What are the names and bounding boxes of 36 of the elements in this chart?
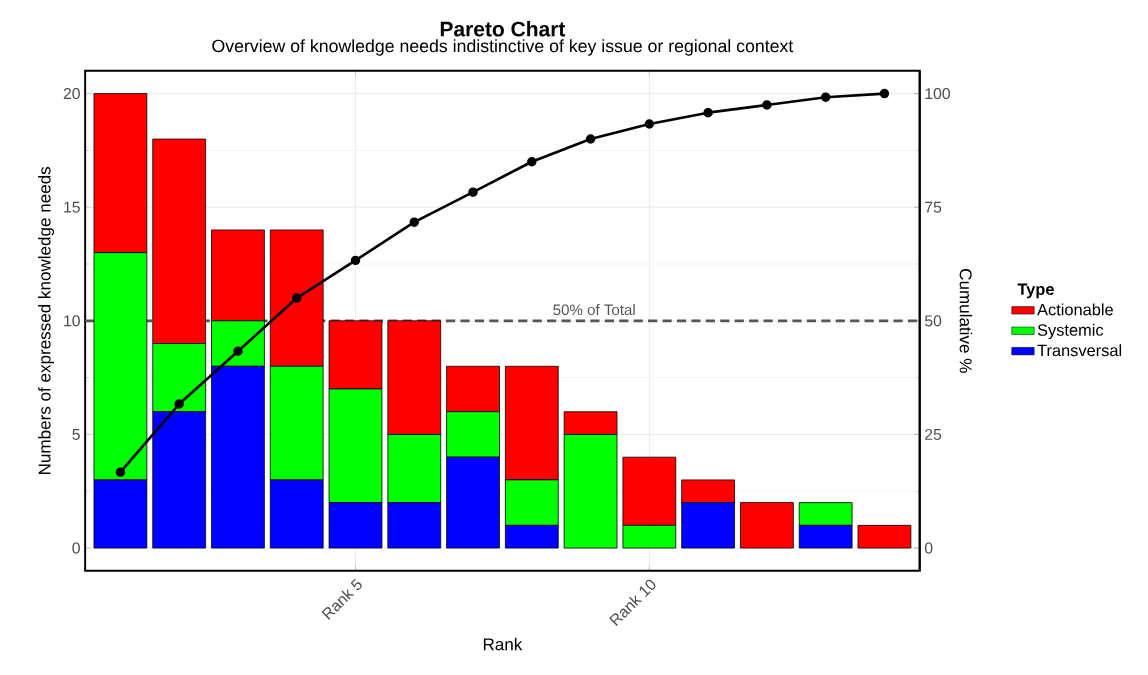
- point: [585, 134, 596, 144]
- point: [115, 467, 126, 477]
- point: [762, 100, 772, 110]
- bar: [740, 502, 794, 549]
- point: [174, 399, 184, 409]
- point: [879, 88, 890, 99]
- legend-label: Systemic: [1037, 323, 1104, 340]
- y-tick-label: 15: [64, 201, 80, 213]
- point: [644, 119, 655, 129]
- legend-label: Transversal: [1037, 344, 1122, 357]
- y-tick-label: 20: [63, 87, 80, 100]
- point: [350, 255, 361, 266]
- y2-axis-title: Cumulative %: [959, 269, 973, 373]
- point: [233, 346, 243, 356]
- ref-line-label: 50% of Total: [553, 304, 635, 316]
- y2-tick-label: 0: [924, 542, 933, 554]
- legend-label: Actionable: [1037, 303, 1113, 316]
- bar: [857, 524, 912, 549]
- chart-title: Pareto Chart: [440, 21, 566, 37]
- x-axis-title: Rank: [483, 637, 523, 651]
- y2-tick-label: 50: [924, 315, 942, 327]
- y-tick-label: 5: [72, 428, 80, 440]
- y-tick-label: 0: [72, 542, 80, 554]
- point: [409, 217, 419, 227]
- point: [292, 293, 302, 303]
- y-tick-label: 10: [64, 315, 80, 327]
- y-axis-title: Numbers of expressed knowledge needs: [38, 166, 54, 474]
- point: [527, 156, 537, 167]
- y2-tick-label: 25: [925, 428, 942, 440]
- y2-tick-label: 100: [925, 87, 950, 100]
- point: [468, 187, 478, 197]
- y2-tick-label: 75: [925, 201, 942, 213]
- point: [820, 92, 831, 102]
- point: [703, 107, 713, 118]
- chart-subtitle: Overview of knowledge needs indistinctive of key issue or regional context: [212, 39, 794, 56]
- legend-title: Type: [1017, 283, 1054, 299]
